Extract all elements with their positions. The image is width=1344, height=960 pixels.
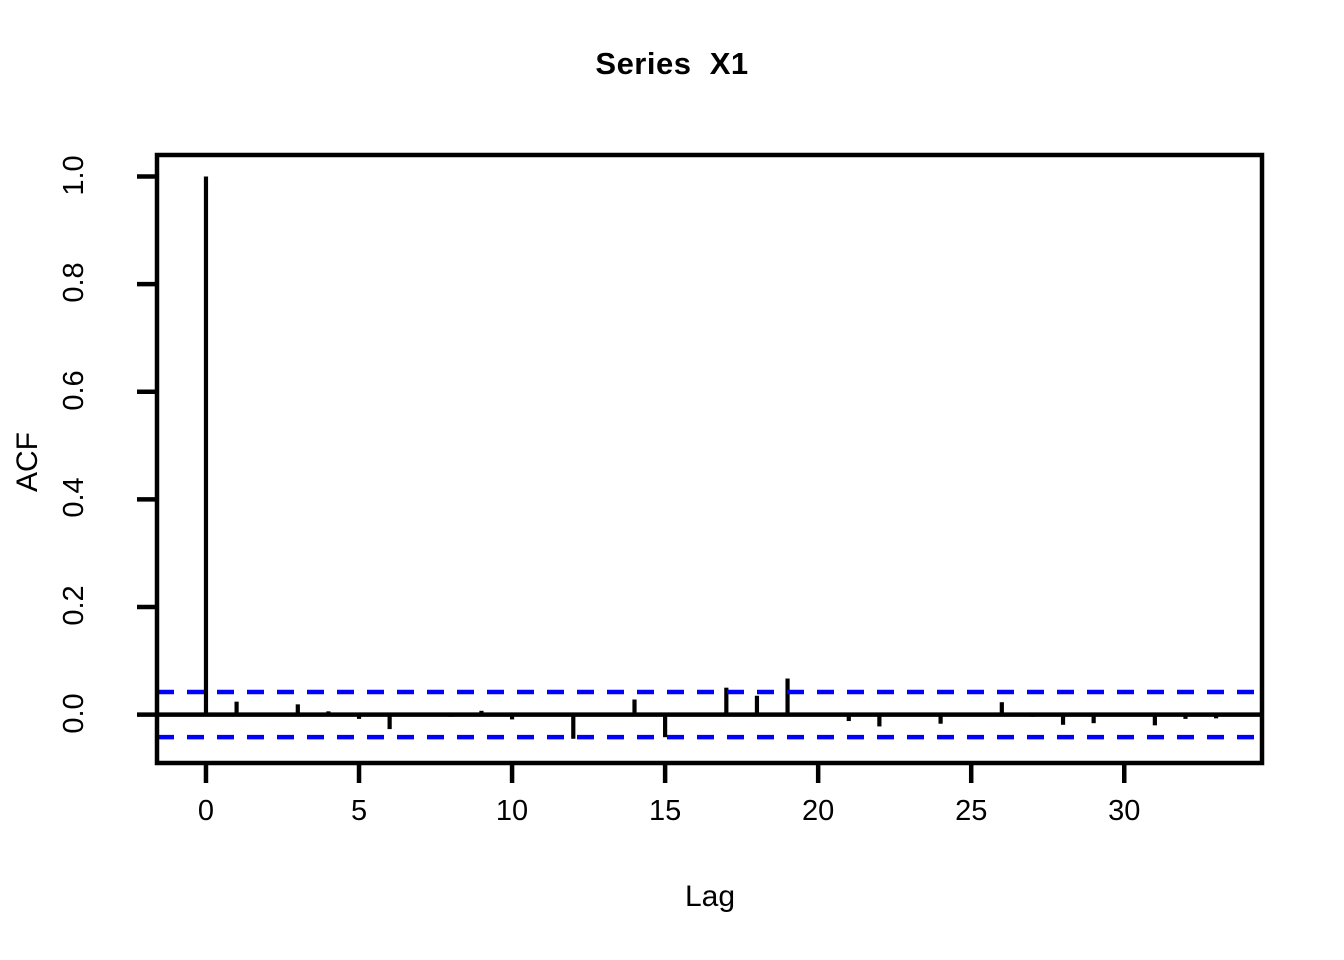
x-tick-label: 20 [802, 795, 835, 827]
axes-group [137, 152, 1265, 783]
x-tick-label: 25 [955, 795, 988, 827]
x-tick-label: 0 [197, 795, 215, 827]
x-tick-label: 30 [1108, 795, 1141, 827]
y-tick-label: 0.4 [58, 477, 90, 519]
x-tick-label: 10 [495, 795, 529, 827]
page-title: Series X1 [595, 46, 749, 81]
y-tick-label: 0.2 [58, 585, 90, 626]
x-tick-label: 15 [648, 795, 682, 827]
x-axis-label: Lag [684, 880, 736, 913]
acf-spikes-group [203, 176, 1249, 739]
plot-box-border [154, 152, 1265, 766]
x-tick-label: 5 [350, 795, 368, 827]
y-tick-label: 0.8 [58, 262, 90, 303]
y-tick-label: 1.0 [58, 154, 90, 196]
confidence-band-group [157, 689, 1262, 740]
y-tick-label: 0.6 [58, 370, 90, 411]
y-tick-label: 0.0 [58, 692, 90, 734]
